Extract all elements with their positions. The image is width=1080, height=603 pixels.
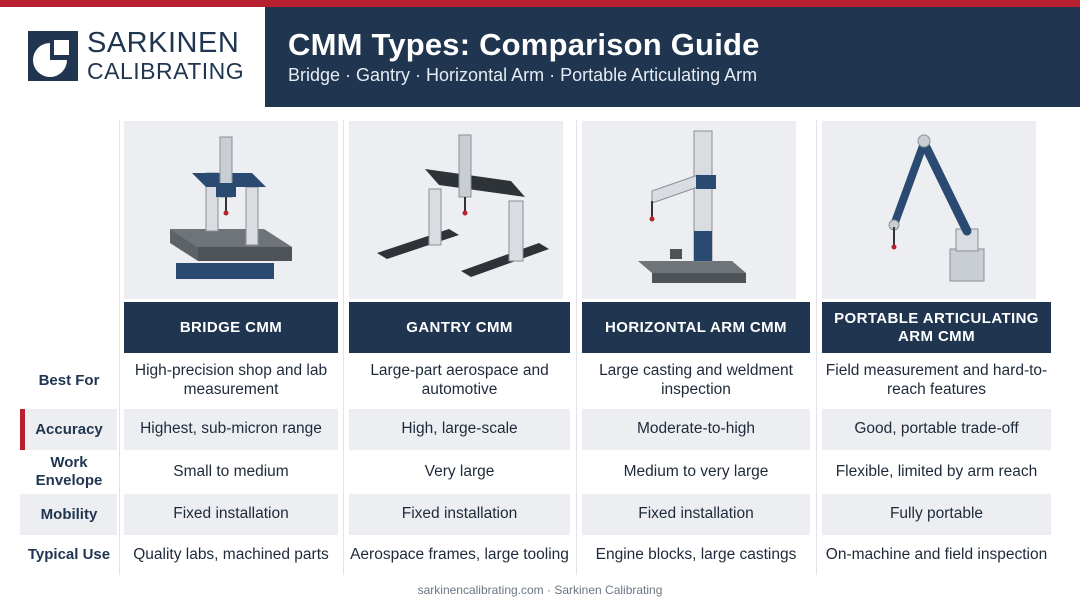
table-cell: Fixed installation	[401, 505, 518, 523]
column-divider	[576, 120, 577, 575]
header-banner: CMM Types: Comparison Guide Bridge · Gan…	[265, 7, 1080, 107]
logo-name-line2: CALIBRATING	[87, 58, 245, 84]
row-band	[582, 494, 810, 535]
column-divider	[816, 120, 817, 575]
page-title: CMM Types: Comparison Guide	[288, 27, 760, 62]
column-header-portable-arm: PORTABLE ARTICULATING ARM CMM	[822, 302, 1051, 353]
row-label-typical-use: Typical Use	[27, 546, 111, 563]
column-header-bridge: BRIDGE CMM	[124, 302, 338, 353]
table-cell: Fixed installation	[173, 505, 289, 523]
brand-logo[interactable]: SARKINEN CALIBRATING	[28, 28, 244, 84]
table-cell: Quality labs, machined parts	[133, 545, 329, 563]
table-cell: Large casting and weldment inspection	[599, 362, 793, 398]
table-cell: Moderate-to-high	[636, 420, 756, 438]
table-cell: High-precision shop and lab measurement	[134, 362, 328, 398]
accuracy-row-accent	[20, 409, 25, 450]
gantry-cmm-illustration-icon	[349, 121, 563, 299]
table-cell: Small to medium	[173, 462, 289, 480]
table-cell: High, large-scale	[401, 420, 518, 438]
table-cell: Large-part aerospace and automotive	[370, 362, 549, 398]
table-cell: Field measurement and hard-to-reach feat…	[825, 362, 1048, 398]
table-cell: Medium to very large	[623, 462, 769, 480]
row-band-label	[20, 494, 117, 535]
table-cell: On-machine and field inspection	[825, 545, 1048, 563]
portable-arm-cmm-illustration-icon	[822, 121, 1036, 299]
page-subtitle: Bridge · Gantry · Horizontal Arm · Porta…	[288, 65, 758, 85]
row-label-best-for: Best For	[38, 372, 100, 389]
row-label-work-envelope: Work Envelope	[35, 454, 103, 489]
table-cell: Good, portable trade-off	[854, 420, 1019, 438]
table-cell: Highest, sub-micron range	[140, 420, 322, 438]
column-divider	[119, 120, 120, 575]
column-header-gantry: GANTRY CMM	[349, 302, 570, 353]
top-accent-stripe	[0, 0, 1080, 7]
row-band	[822, 409, 1051, 450]
column-header-horizontal-arm: HORIZONTAL ARM CMM	[582, 302, 810, 353]
footer-text: sarkinencalibrating.com · Sarkinen Calib…	[417, 583, 663, 597]
horizontal-arm-cmm-illustration-icon	[582, 121, 796, 299]
row-band	[822, 494, 1051, 535]
logo-name-line1: SARKINEN	[87, 27, 240, 59]
column-divider	[343, 120, 344, 575]
row-band	[124, 409, 338, 450]
row-band-label	[20, 409, 117, 450]
row-label-mobility: Mobility	[40, 505, 98, 523]
table-cell: Engine blocks, large castings	[595, 545, 797, 563]
table-cell: Flexible, limited by arm reach	[835, 462, 1038, 480]
logo-mark-icon	[28, 31, 78, 81]
table-cell: Very large	[424, 462, 495, 480]
table-cell: Fixed installation	[638, 505, 754, 523]
row-band	[349, 494, 570, 535]
table-cell: Fully portable	[889, 505, 984, 523]
table-cell: Aerospace frames, large tooling	[350, 545, 569, 563]
row-label-accuracy: Accuracy	[35, 420, 103, 438]
bridge-cmm-illustration-icon	[124, 121, 338, 299]
row-band	[582, 409, 810, 450]
row-band	[349, 409, 570, 450]
row-band	[124, 494, 338, 535]
